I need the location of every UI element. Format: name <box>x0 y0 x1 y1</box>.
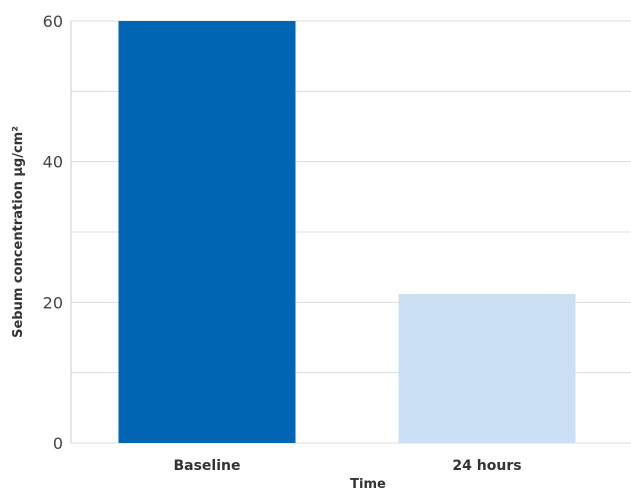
y-tick-label: 0 <box>53 434 63 453</box>
y-axis-title: Sebum concentration µg/cm² <box>11 126 26 338</box>
x-tick-label: Baseline <box>173 458 240 474</box>
y-tick-label: 20 <box>43 293 63 312</box>
bar-2 <box>398 293 576 443</box>
y-axis-ticks: 0 20 40 60 <box>43 12 63 453</box>
bar-1 <box>118 21 296 443</box>
x-tick-label: 24 hours <box>452 458 521 474</box>
x-axis-ticks: Baseline 24 hours <box>173 458 521 474</box>
bars <box>118 21 576 443</box>
y-tick-label: 40 <box>43 153 63 172</box>
x-axis-title: Time <box>350 477 386 489</box>
y-tick-label: 60 <box>43 12 63 31</box>
